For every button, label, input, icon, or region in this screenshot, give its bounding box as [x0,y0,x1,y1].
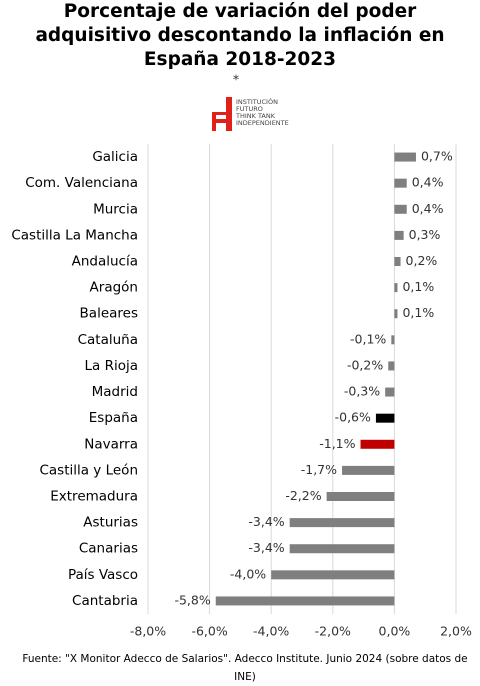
y-tick-label: La Rioja [85,358,139,374]
y-tick-label: País Vasco [68,567,138,583]
bar [289,518,395,528]
logo-text: FUTURO [236,105,263,113]
y-tick-label: Castilla La Mancha [11,227,138,243]
bar [326,492,395,501]
value-label: -1,1% [319,436,355,451]
bar [394,283,398,293]
y-tick-label: Madrid [92,384,138,400]
value-label: 0,1% [402,279,434,294]
source: Fuente: "X Monitor Adecco de Salarios". … [22,653,468,683]
value-label: 0,4% [412,201,444,216]
bar [342,465,395,475]
bar [391,335,395,345]
x-tick-label: -4,0% [253,624,289,639]
value-label: -3,4% [248,540,284,555]
bar [289,544,395,554]
logo: INSTITUCIÓN FUTURO THINK TANK INDEPENDIE… [212,97,289,131]
bar [385,387,395,397]
bar [394,230,404,240]
y-tick-label: Navarra [84,436,138,452]
bar [215,596,395,606]
value-label: 0,7% [421,149,453,164]
y-tick-label: Galicia [92,149,138,165]
value-label: -0,2% [347,357,383,372]
bar [394,152,416,162]
y-tick-label: España [89,410,138,426]
bar [394,204,407,214]
x-tick-label: 2,0% [440,624,472,639]
y-tick-label: Cantabria [72,593,138,609]
y-tick-label: Com. Valenciana [25,175,138,191]
value-label: -1,7% [301,462,337,477]
bar [271,570,395,580]
bar [375,413,395,423]
value-label: 0,2% [406,253,438,268]
logo-text: INSTITUCIÓN [236,97,278,106]
value-label: -4,0% [230,566,266,581]
y-tick-label: Cataluña [78,332,138,348]
y-tick-label: Castilla y León [39,462,138,478]
x-tick-label: 0,0% [379,624,411,639]
y-tick-label: Aragón [90,280,138,296]
value-label: -2,2% [285,488,321,503]
chart-title: Porcentaje de variación del poder adquis… [35,1,445,70]
value-label: -0,6% [335,410,371,425]
y-tick-label: Andalucía [72,254,138,270]
value-label: 0,4% [412,175,444,190]
value-label: -0,1% [350,331,386,346]
y-tick-label: Baleares [80,306,138,322]
logo-text: THINK TANK [235,112,276,120]
title-mark: * [233,72,239,87]
x-tick-label: -8,0% [130,624,166,639]
value-label: 0,1% [402,305,434,320]
bar [394,178,407,188]
value-label: -3,4% [248,514,284,529]
logo-text: INDEPENDIENTE [236,119,289,127]
value-label: 0,3% [409,227,441,242]
y-tick-label: Extremadura [50,489,138,505]
x-tick-label: -6,0% [191,624,227,639]
value-label: -5,8% [174,592,210,607]
logo-shape [216,115,226,119]
value-label: -0,3% [344,384,380,399]
logo-shape [226,97,232,131]
y-tick-label: Asturias [83,515,138,531]
x-tick-label: -2,0% [315,624,351,639]
bar [394,309,398,319]
bar [394,257,401,266]
logo-shape [216,123,226,131]
y-tick-label: Murcia [93,201,138,217]
bar [388,361,395,371]
y-tick-label: Canarias [79,541,138,557]
bar [360,439,395,449]
